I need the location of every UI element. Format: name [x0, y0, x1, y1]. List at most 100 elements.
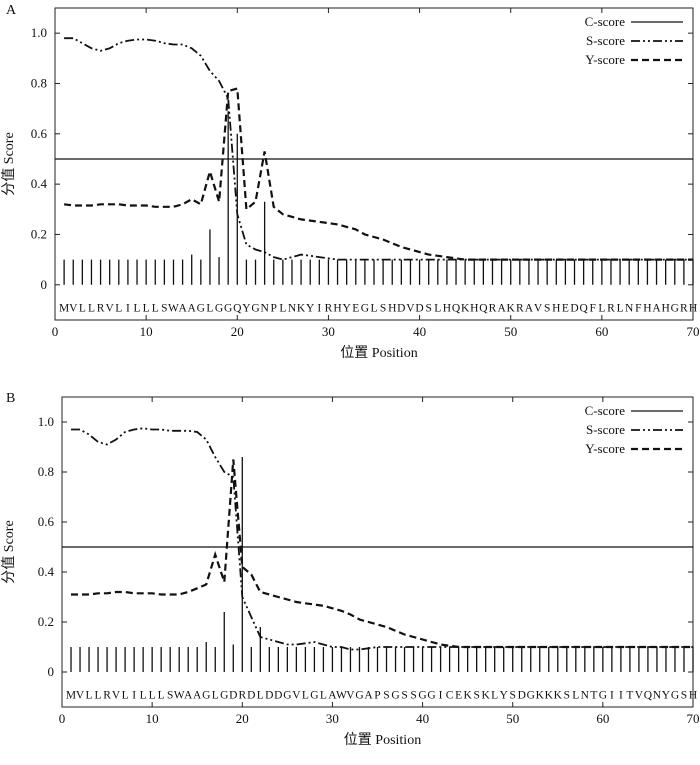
sequence-letter: A	[178, 302, 187, 314]
x-tick-label: 70	[687, 711, 700, 726]
sequence-letter: Y	[500, 690, 509, 702]
legend-label-c-score: C-score	[585, 403, 626, 418]
sequence-letter: N	[625, 302, 634, 314]
sequence-letter: D	[570, 302, 578, 314]
y-tick-label: 0.4	[38, 564, 55, 579]
sequence-letter: L	[95, 690, 102, 702]
sequence-letter: D	[229, 690, 237, 702]
sequence-letter: C	[446, 690, 454, 702]
sequence-letter: H	[333, 302, 341, 314]
y-score-line	[63, 87, 693, 261]
legend-label-s-score: S-score	[586, 33, 625, 48]
sequence-letter: K	[554, 690, 563, 702]
sequence-letter: K	[545, 690, 554, 702]
sequence-letter: I	[126, 302, 130, 314]
sequence-letter: G	[418, 690, 426, 702]
sequence-letter: H	[643, 302, 651, 314]
sequence-letter: L	[206, 302, 213, 314]
sequence-letter: G	[224, 302, 232, 314]
plot-frame	[54, 7, 694, 321]
sequence-letter: R	[516, 302, 524, 314]
sequence-letter: I	[610, 690, 614, 702]
sequence-letter: L	[257, 690, 264, 702]
sequence-letter: A	[497, 302, 506, 314]
x-tick-label: 0	[52, 324, 59, 339]
sequence-letter: N	[288, 302, 297, 314]
sequence-letter: L	[122, 690, 129, 702]
sequence-letter: I	[619, 690, 623, 702]
sequence-letter: H	[689, 302, 697, 314]
sequence-letter: G	[671, 690, 679, 702]
sequence-letter: H	[552, 302, 560, 314]
sequence-letter: S	[564, 690, 570, 702]
sequence-letter: V	[406, 302, 415, 314]
x-axis-title: 位置 Position	[340, 345, 417, 361]
y-score-line	[71, 459, 693, 649]
sequence-letter: L	[491, 690, 498, 702]
sequence-letter: S	[410, 690, 416, 702]
sequence-letter: L	[302, 690, 309, 702]
sequence-letter: V	[76, 690, 85, 702]
sequence-letter: L	[149, 690, 156, 702]
sequence-letter: R	[103, 690, 111, 702]
sequence-letter: K	[297, 302, 306, 314]
sequence-letter: G	[527, 690, 535, 702]
sequence-letter: G	[355, 690, 363, 702]
sequence-letter: I	[132, 690, 136, 702]
sequence-letter: W	[336, 690, 347, 702]
sequence-letter: V	[106, 302, 115, 314]
sequence-letter: L	[134, 302, 141, 314]
sequence-letter: G	[427, 690, 435, 702]
y-tick-label: 0.6	[31, 126, 48, 141]
sequence-letter: D	[265, 690, 273, 702]
y-tick-label: 0	[48, 664, 55, 679]
sequence-letter: S	[473, 690, 479, 702]
sequence-letter: N	[581, 690, 590, 702]
sequence-letter: G	[283, 690, 291, 702]
sequence-letter: S	[383, 690, 389, 702]
sequence-letter: I	[439, 690, 443, 702]
sequence-letter: L	[152, 302, 159, 314]
y-tick-label: 1.0	[38, 414, 54, 429]
x-tick-label: 40	[416, 711, 429, 726]
x-tick-label: 20	[231, 324, 244, 339]
sequence-letter: E	[352, 302, 359, 314]
sequence-letter: L	[572, 690, 579, 702]
sequence-letter: H	[388, 302, 396, 314]
sequence-letter: L	[434, 302, 441, 314]
sequence-letter: M	[66, 690, 76, 702]
sequence-letter: L	[88, 302, 95, 314]
sequence-letter: A	[188, 302, 197, 314]
sequence-letter: H	[470, 302, 478, 314]
sequence-letter: L	[320, 690, 327, 702]
sequence-letter: V	[346, 690, 355, 702]
sequence-letter: F	[635, 302, 641, 314]
y-tick-label: 0.2	[38, 614, 54, 629]
sequence-letter: E	[562, 302, 569, 314]
sequence-letter: R	[238, 690, 246, 702]
sequence-letter: W	[168, 302, 179, 314]
y-tick-label: 0.6	[38, 514, 55, 529]
sequence-letter: A	[184, 690, 193, 702]
sequence-letter: H	[443, 302, 451, 314]
sequence-letter: L	[115, 302, 122, 314]
x-tick-label: 10	[146, 711, 159, 726]
y-tick-label: 0.8	[31, 75, 47, 90]
sequence-letter: L	[212, 690, 219, 702]
plot-frame	[61, 396, 694, 708]
sequence-letter: S	[401, 690, 407, 702]
sequence-letter: V	[635, 690, 644, 702]
sequence-letter: K	[463, 690, 472, 702]
x-tick-label: 50	[506, 711, 519, 726]
sequence-letter: M	[59, 302, 69, 314]
x-tick-label: 70	[687, 324, 700, 339]
sequence-letter: K	[461, 302, 470, 314]
sequence-letter: R	[489, 302, 497, 314]
s-score-line	[71, 427, 693, 651]
y-axis-title: 分值 Score	[1, 520, 17, 583]
sequence-letter: L	[143, 302, 150, 314]
sequence-letter: W	[174, 690, 185, 702]
sequence-letter: A	[525, 302, 534, 314]
